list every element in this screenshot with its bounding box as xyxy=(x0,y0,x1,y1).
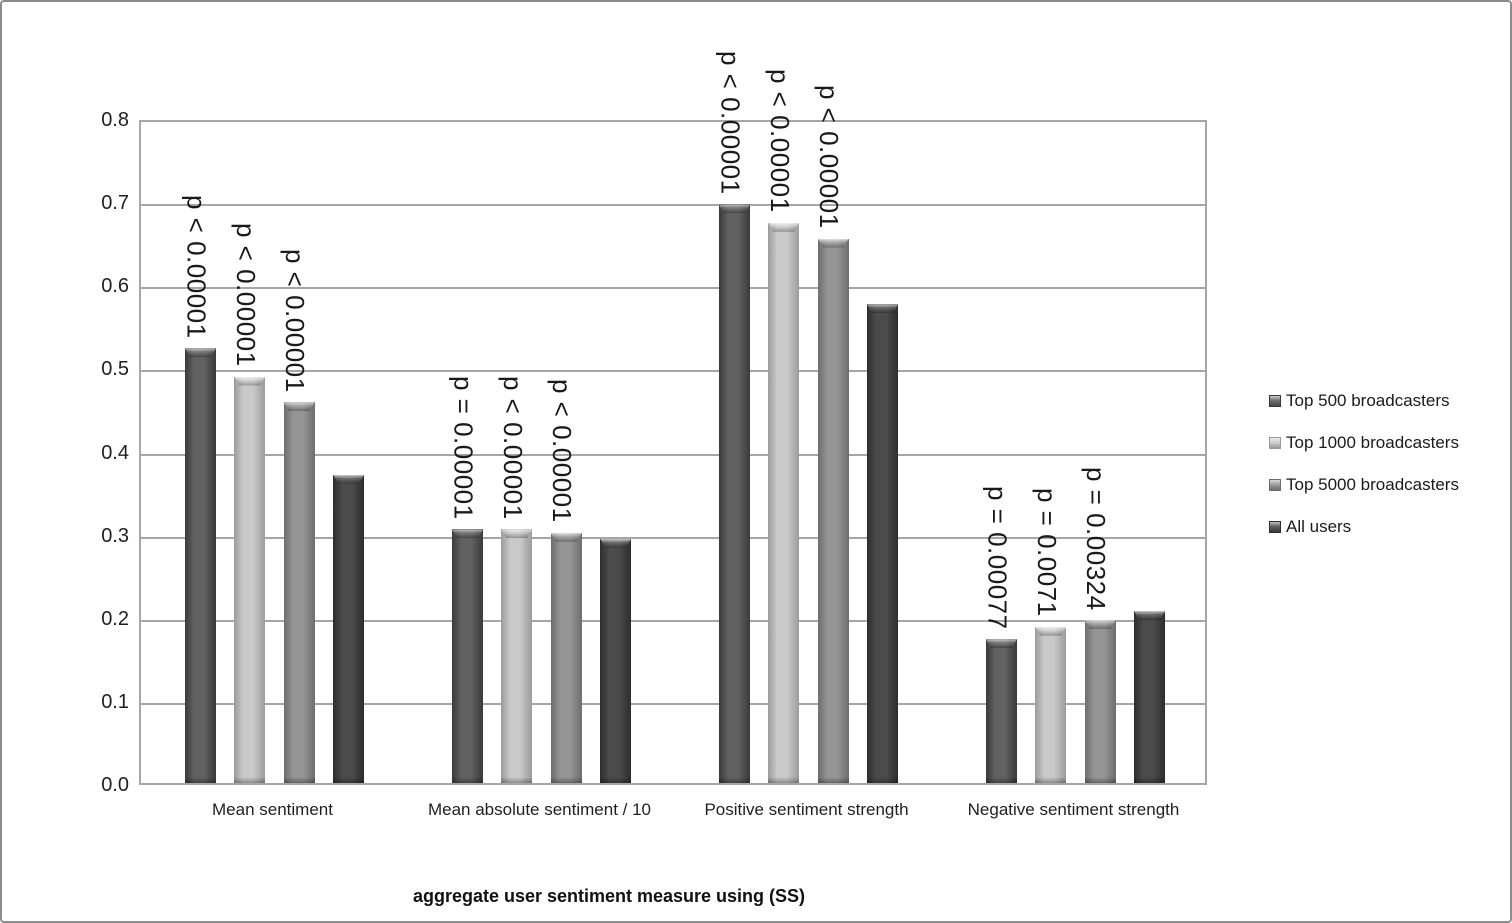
p-value-label: p = 0.0071 xyxy=(1031,488,1062,617)
legend-label: Top 5000 broadcasters xyxy=(1286,474,1459,494)
bar-all-users xyxy=(333,474,365,784)
gridline xyxy=(141,619,1205,622)
x-category-label: Negative sentiment strength xyxy=(967,800,1180,819)
y-tick-label: 0.7 xyxy=(101,192,129,215)
p-value-label: p = 0.00077 xyxy=(982,485,1013,630)
bar-top-1000-broadcasters xyxy=(501,529,533,783)
gridline xyxy=(141,453,1205,456)
bar-top-5000-broadcasters xyxy=(1084,620,1116,783)
p-value-label: p < 0.00001 xyxy=(230,222,261,367)
legend-label: Top 500 broadcasters xyxy=(1286,390,1450,410)
p-value-label: p < 0.00001 xyxy=(814,84,845,229)
bar-top-5000-broadcasters xyxy=(550,532,582,784)
bar-top-1000-broadcasters xyxy=(768,222,800,784)
y-tick-label: 0.1 xyxy=(101,690,129,713)
legend-item: Top 1000 broadcasters xyxy=(1269,432,1459,453)
y-tick-label: 0.5 xyxy=(101,358,129,381)
y-tick-label: 0.0 xyxy=(101,774,129,796)
legend-label: Top 1000 broadcasters xyxy=(1286,432,1459,452)
bar-top-500-broadcasters xyxy=(184,348,216,783)
gridline xyxy=(141,702,1205,705)
bar-all-users xyxy=(867,304,899,783)
y-tick-label: 0.8 xyxy=(101,109,129,131)
bar-top-500-broadcasters xyxy=(451,529,483,783)
p-value-label: p < 0.00001 xyxy=(764,69,795,213)
bar-top-5000-broadcasters xyxy=(283,402,315,783)
p-value-label: p < 0.00001 xyxy=(497,375,528,520)
p-value-label: p = 0.00324 xyxy=(1081,466,1112,611)
gridline xyxy=(141,287,1205,290)
legend-label: All users xyxy=(1286,516,1352,536)
y-tick-label: 0.4 xyxy=(101,441,129,464)
legend-swatch-icon xyxy=(1269,520,1281,533)
bar-top-1000-broadcasters xyxy=(234,376,266,784)
gridline xyxy=(141,536,1205,539)
bar-all-users xyxy=(600,538,632,784)
bar-top-5000-broadcasters xyxy=(817,238,849,784)
p-value-label: p < 0.00001 xyxy=(547,379,578,523)
bar-top-500-broadcasters xyxy=(718,204,750,783)
legend: Top 500 broadcasters Top 1000 broadcaster… xyxy=(1269,390,1459,537)
legend-item: All users xyxy=(1269,516,1459,537)
y-tick-label: 0.2 xyxy=(101,607,129,630)
legend-swatch-icon xyxy=(1269,436,1281,449)
gridline xyxy=(141,204,1205,207)
bar-top-1000-broadcasters xyxy=(1035,626,1067,784)
p-value-label: p < 0.00001 xyxy=(715,50,746,195)
plot-area xyxy=(139,120,1207,785)
bar-all-users xyxy=(1134,610,1166,784)
legend-item: Top 5000 broadcasters xyxy=(1269,474,1459,495)
x-category-label: Mean absolute sentiment / 10 xyxy=(427,800,652,819)
x-category-label: Mean sentiment xyxy=(212,800,333,819)
bar-top-500-broadcasters xyxy=(985,639,1017,783)
legend-swatch-icon xyxy=(1269,394,1281,407)
p-value-label: p = 0.00001 xyxy=(448,375,479,520)
x-axis-title: aggregate user sentiment measure using (… xyxy=(412,886,806,906)
legend-item: Top 500 broadcasters xyxy=(1269,390,1459,411)
x-category-label: Positive sentiment strength xyxy=(704,800,909,819)
p-value-label: p < 0.00001 xyxy=(181,194,212,339)
legend-swatch-icon xyxy=(1269,478,1281,491)
gridline xyxy=(141,370,1205,373)
y-tick-label: 0.6 xyxy=(101,275,129,298)
p-value-label: p < 0.00001 xyxy=(280,248,311,393)
y-tick-label: 0.3 xyxy=(101,524,129,547)
